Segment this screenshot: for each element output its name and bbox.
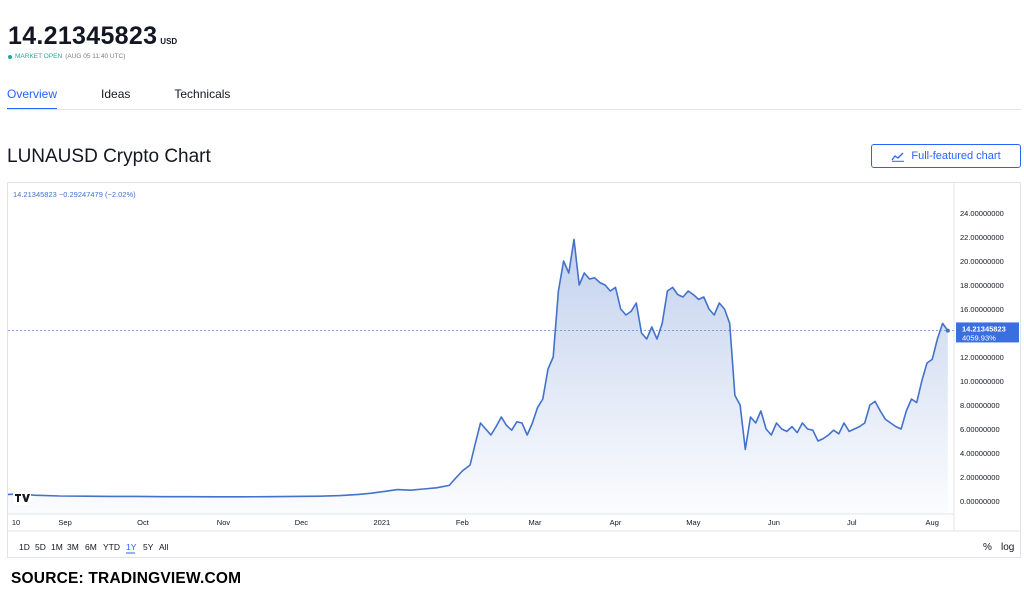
chart-container[interactable]: 14.21345823 −0.29247479 (−2.02%) 0.00000… bbox=[7, 182, 1021, 558]
last-change-label: 4059.93% bbox=[962, 333, 996, 342]
tab-technicals[interactable]: Technicals bbox=[174, 87, 231, 101]
x-tick-label: May bbox=[686, 518, 700, 527]
range-1d[interactable]: 1D bbox=[19, 542, 30, 552]
last-price-label: 14.21345823 bbox=[962, 324, 1006, 333]
range-5d[interactable]: 5D bbox=[35, 542, 46, 552]
x-tick-label: Nov bbox=[217, 518, 231, 527]
market-time: (AUG 05 11:40 UTC) bbox=[65, 53, 126, 60]
y-tick-label: 8.00000000 bbox=[960, 401, 1000, 410]
tabs-divider bbox=[7, 109, 1021, 110]
market-status-label: MARKET OPEN bbox=[15, 53, 63, 60]
currency-label: USD bbox=[160, 37, 178, 46]
range-5y[interactable]: 5Y bbox=[143, 542, 154, 552]
x-tick-label: Apr bbox=[610, 518, 622, 527]
y-tick-label: 0.00000000 bbox=[960, 497, 1000, 506]
x-tick-label: Feb bbox=[456, 518, 469, 527]
range-selector: 1D 5D 1M 3M 6M YTD 1Y 5Y All bbox=[19, 542, 169, 554]
y-tick-label: 22.00000000 bbox=[960, 233, 1004, 242]
tab-overview[interactable]: Overview bbox=[7, 87, 58, 110]
range-all[interactable]: All bbox=[159, 542, 169, 552]
price-area bbox=[8, 239, 948, 513]
last-price-dot bbox=[945, 328, 950, 333]
y-tick-label: 10.00000000 bbox=[960, 377, 1004, 386]
x-tick-label: Sep bbox=[58, 518, 71, 527]
range-6m[interactable]: 6M bbox=[85, 542, 97, 552]
y-tick-label: 24.00000000 bbox=[960, 209, 1004, 218]
percent-toggle[interactable]: % bbox=[983, 542, 992, 553]
price-header: 14.21345823 USD bbox=[8, 22, 177, 51]
range-ytd[interactable]: YTD bbox=[103, 542, 120, 552]
x-tick-label: 10 bbox=[12, 518, 20, 527]
last-price-badge bbox=[956, 322, 1019, 343]
tab-bar: Overview Ideas Technicals bbox=[7, 87, 274, 110]
price-line bbox=[8, 238, 949, 498]
market-open-dot-icon bbox=[8, 54, 12, 59]
tradingview-logo bbox=[13, 491, 31, 505]
x-tick-label: Dec bbox=[295, 518, 309, 527]
y-tick-label: 18.00000000 bbox=[960, 281, 1004, 290]
x-tick-label: Jul bbox=[847, 518, 857, 527]
full-featured-chart-button[interactable]: Full-featured chart bbox=[871, 144, 1021, 168]
range-1y[interactable]: 1Y bbox=[126, 542, 137, 552]
market-status: MARKET OPEN (AUG 05 11:40 UTC) bbox=[8, 53, 125, 60]
current-price: 14.21345823 bbox=[8, 22, 158, 50]
chart-legend: 14.21345823 −0.29247479 (−2.02%) bbox=[13, 190, 136, 199]
range-3m[interactable]: 3M bbox=[67, 542, 79, 552]
y-tick-label: 20.00000000 bbox=[960, 257, 1004, 266]
x-tick-label: Aug bbox=[926, 518, 939, 527]
x-tick-label: 2021 bbox=[374, 518, 391, 527]
x-tick-label: Jun bbox=[768, 518, 780, 527]
range-1m[interactable]: 1M bbox=[51, 542, 63, 552]
y-tick-label: 2.00000000 bbox=[960, 473, 1000, 482]
y-tick-label: 6.00000000 bbox=[960, 425, 1000, 434]
price-chart[interactable]: 14.21345823 −0.29247479 (−2.02%) 0.00000… bbox=[8, 183, 1020, 557]
y-tick-label: 16.00000000 bbox=[960, 305, 1004, 314]
x-tick-label: Oct bbox=[137, 518, 150, 527]
x-tick-label: Mar bbox=[529, 518, 542, 527]
log-toggle[interactable]: log bbox=[1001, 542, 1014, 553]
full-featured-chart-label: Full-featured chart bbox=[911, 150, 1001, 162]
y-tick-label: 4.00000000 bbox=[960, 449, 1000, 458]
chart-title: LUNAUSD Crypto Chart bbox=[7, 146, 211, 167]
y-tick-label: 12.00000000 bbox=[960, 353, 1004, 362]
tab-ideas[interactable]: Ideas bbox=[101, 87, 131, 101]
chart-line-icon bbox=[891, 152, 905, 162]
source-caption: SOURCE: TRADINGVIEW.COM bbox=[11, 570, 242, 587]
